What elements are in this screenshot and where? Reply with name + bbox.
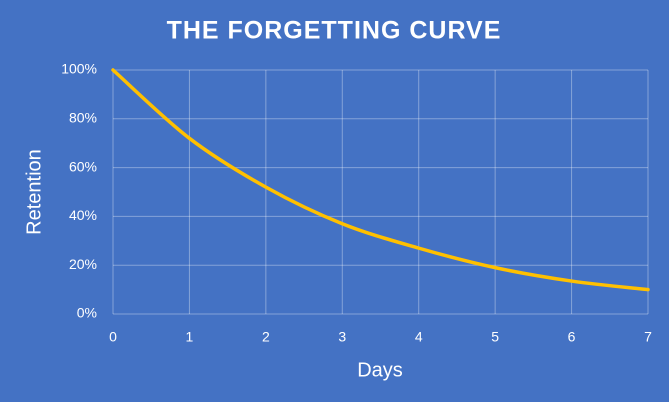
y-tick-label: 40% [69,207,97,223]
y-tick-label: 80% [69,110,97,126]
chart-title: THE FORGETTING CURVE [167,17,502,45]
x-tick-label: 4 [415,329,423,345]
x-tick-label: 1 [186,329,194,345]
x-axis-label: Days [357,359,403,381]
x-tick-label: 2 [262,329,270,345]
y-tick-label: 60% [69,158,97,174]
y-tick-label: 0% [77,305,97,321]
y-tick-label: 20% [69,256,97,272]
y-axis-label: Retention [23,149,45,235]
x-tick-label: 6 [568,329,576,345]
y-tick-label: 100% [61,61,97,77]
x-tick-label: 7 [644,329,652,345]
x-tick-label: 0 [109,329,117,345]
x-tick-label: 3 [338,329,346,345]
line-series [111,68,650,292]
x-tick-label: 5 [491,329,499,345]
